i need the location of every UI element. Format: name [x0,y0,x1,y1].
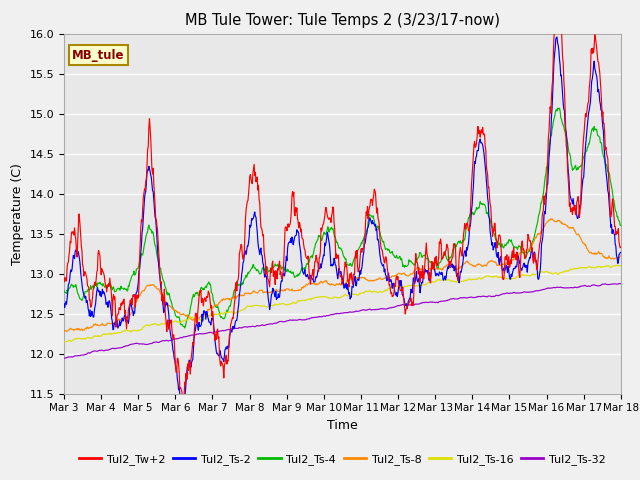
Legend: Tul2_Tw+2, Tul2_Ts-2, Tul2_Ts-4, Tul2_Ts-8, Tul2_Ts-16, Tul2_Ts-32: Tul2_Tw+2, Tul2_Ts-2, Tul2_Ts-4, Tul2_Ts… [75,450,610,469]
Title: MB Tule Tower: Tule Temps 2 (3/23/17-now): MB Tule Tower: Tule Temps 2 (3/23/17-now… [185,13,500,28]
X-axis label: Time: Time [327,419,358,432]
Y-axis label: Temperature (C): Temperature (C) [11,163,24,264]
Text: MB_tule: MB_tule [72,49,125,62]
